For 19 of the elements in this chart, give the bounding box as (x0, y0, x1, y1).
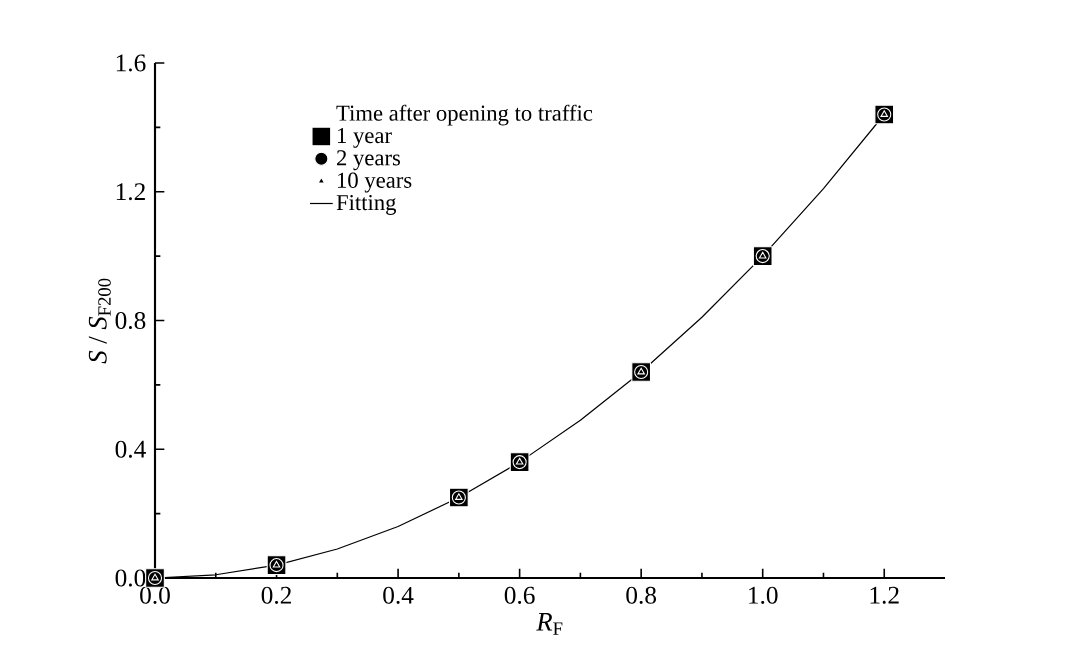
y-tick-label: 1.6 (116, 54, 146, 72)
legend-label: 1 year (337, 127, 392, 148)
x-tick-label: 0.4 (383, 586, 414, 604)
x-tick-label: 0.8 (626, 586, 657, 604)
y-axis-title: S / S$_{F200}$ (88, 278, 111, 364)
legend-label: 10 years (337, 172, 412, 193)
y-tick-label: 1.2 (116, 183, 145, 201)
legend-label: 2 years (337, 150, 401, 171)
x-tick-label: 1.2 (870, 586, 899, 604)
x-tick-label: 0.2 (261, 586, 291, 604)
x-axis-title: R$_{F}$ (536, 613, 563, 635)
legend-label: Fitting (336, 194, 397, 215)
text: 0.0 (115, 569, 146, 587)
y-tick-label: 0.4 (115, 440, 146, 458)
legend-title: Time after opening to traffic (336, 104, 593, 126)
text: 1.0 (749, 586, 778, 604)
text: 0.0 (140, 586, 170, 604)
y-tick-label: 0.8 (115, 311, 146, 330)
x-tick-label: 0.6 (504, 586, 535, 604)
